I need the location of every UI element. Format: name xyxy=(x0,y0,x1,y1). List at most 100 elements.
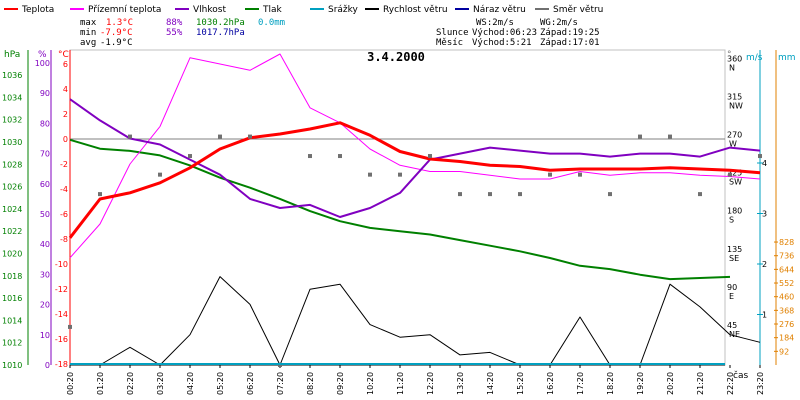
chart-date: 3.4.2000 xyxy=(367,50,425,64)
temp-tick-label: -2 xyxy=(60,160,68,169)
temp-tick-label: -16 xyxy=(55,335,68,344)
mm-tick-label: 552 xyxy=(779,279,794,288)
stat-min-temp: -7.9°C xyxy=(100,28,133,38)
hpa-tick-label: 1024 xyxy=(2,205,22,214)
dir-tick-label: 360 xyxy=(727,54,742,63)
ms-tick-label: 2 xyxy=(762,260,767,269)
wind-direction-point xyxy=(98,192,102,197)
wind-direction-point xyxy=(578,172,582,177)
mm-tick-label: 276 xyxy=(779,320,794,329)
moon-set: Západ:17:01 xyxy=(540,38,600,48)
dir-tick-label: 180 xyxy=(727,207,742,216)
x-tick-label: 03:20 xyxy=(156,372,165,395)
x-tick-label: 17:20 xyxy=(576,372,585,395)
pct-tick-label: 100 xyxy=(35,59,50,68)
wind-direction-point xyxy=(368,172,372,177)
unit-mm: mm xyxy=(778,53,796,63)
x-tick-label: 11:20 xyxy=(396,372,405,395)
x-tick-label: 23:20 xyxy=(756,372,765,395)
temp-tick-label: -18 xyxy=(55,360,68,369)
series-line-rychlost-větru xyxy=(70,276,761,366)
legend-label: Rychlost větru xyxy=(383,5,448,15)
x-tick-label: 20:20 xyxy=(666,372,675,395)
temp-tick-label: -14 xyxy=(55,310,68,319)
x-tick-label: 18:20 xyxy=(606,372,615,395)
x-tick-label: 08:20 xyxy=(306,372,315,395)
dir-tick-compass: N xyxy=(729,63,735,72)
moon-label: Měsíc xyxy=(436,38,463,48)
wind-direction-point xyxy=(218,134,222,139)
wind-direction-point xyxy=(698,192,702,197)
wind-direction-point xyxy=(308,154,312,159)
x-tick-label: 06:20 xyxy=(246,372,255,395)
plot-frame xyxy=(27,49,777,366)
dir-tick-compass: SW xyxy=(729,178,742,187)
hpa-tick-label: 1030 xyxy=(2,138,22,147)
wind-direction-point xyxy=(248,134,252,139)
dir-tick-compass: W xyxy=(729,140,737,149)
hpa-tick-label: 1014 xyxy=(2,316,22,325)
pct-tick-label: 0 xyxy=(45,361,50,370)
unit-time: čas xyxy=(733,370,748,381)
x-tick-label: 19:20 xyxy=(636,372,645,395)
hpa-tick-label: 1032 xyxy=(2,116,22,125)
x-tick-label: 10:20 xyxy=(366,372,375,395)
wind-direction-point xyxy=(428,154,432,159)
moon-rise: Východ:5:21 xyxy=(472,38,532,48)
unit-deg: ° xyxy=(727,50,732,60)
astro-block: WS:2m/s WG:2m/s Slunce Východ:06:23 Zápa… xyxy=(436,18,600,48)
x-tick-label: 07:20 xyxy=(276,372,285,395)
x-tick-label: 15:20 xyxy=(516,372,525,395)
dir-tick-compass: NE xyxy=(729,330,740,339)
x-tick-label: 22:20 xyxy=(726,372,735,395)
stat-min-press: 1017.7hPa xyxy=(196,28,245,38)
dir-tick-compass: NW xyxy=(729,102,743,111)
series-line-teplota xyxy=(68,121,761,239)
unit-hpa: hPa xyxy=(4,50,20,60)
series-line-vlhkost xyxy=(69,98,761,218)
temp-tick-label: -10 xyxy=(55,260,68,269)
hpa-tick-label: 1028 xyxy=(2,160,22,169)
unit-ms: m/s xyxy=(746,53,763,63)
x-tick-label: 04:20 xyxy=(186,372,195,395)
ms-tick-label: 1 xyxy=(762,311,767,320)
wind-direction-point xyxy=(188,154,192,159)
pct-tick-label: 60 xyxy=(40,180,50,189)
hpa-tick-label: 1020 xyxy=(2,250,22,259)
legend-label: Směr větru xyxy=(553,5,603,15)
mm-tick-label: 92 xyxy=(779,347,789,356)
stat-max-press: 1030.2hPa xyxy=(196,18,245,28)
dir-tick-label: 90 xyxy=(727,283,737,292)
temp-tick-label: 6 xyxy=(63,60,68,69)
x-tick-label: 13:20 xyxy=(456,372,465,395)
legend-label: Teplota xyxy=(21,5,54,15)
wind-direction-point xyxy=(668,134,672,139)
wind-direction-point xyxy=(638,134,642,139)
wind-direction-point xyxy=(608,192,612,197)
plot-border xyxy=(69,49,726,366)
x-tick-label: 01:20 xyxy=(96,372,105,395)
pct-tick-label: 90 xyxy=(40,89,50,98)
pct-tick-label: 40 xyxy=(40,240,50,249)
wind-direction-point xyxy=(338,154,342,159)
series-line-přízemní-teplota xyxy=(69,53,761,259)
series-line-tlak xyxy=(69,138,731,281)
pct-tick-label: 50 xyxy=(40,210,50,219)
x-tick-label: 12:20 xyxy=(426,372,435,395)
mm-tick-label: 828 xyxy=(779,238,794,247)
pct-tick-label: 80 xyxy=(40,119,50,128)
legend-label: Vlhkost xyxy=(193,5,226,15)
dir-tick-label: 135 xyxy=(727,245,742,254)
dir-tick-label: 225 xyxy=(727,169,742,178)
dir-tick-compass: S xyxy=(729,216,734,225)
mm-tick-label: 644 xyxy=(779,265,794,274)
axis-ticks: 1036103410321030102810261024102210201018… xyxy=(2,54,794,395)
chart-marks xyxy=(68,53,762,367)
stat-avg-label: avg xyxy=(80,38,96,48)
wind-direction-point xyxy=(728,172,732,177)
temp-tick-label: -12 xyxy=(55,285,68,294)
x-tick-label: 02:20 xyxy=(126,372,135,395)
temp-tick-label: 4 xyxy=(63,85,68,94)
pct-tick-label: 20 xyxy=(40,301,50,310)
unit-pct: % xyxy=(38,50,47,60)
